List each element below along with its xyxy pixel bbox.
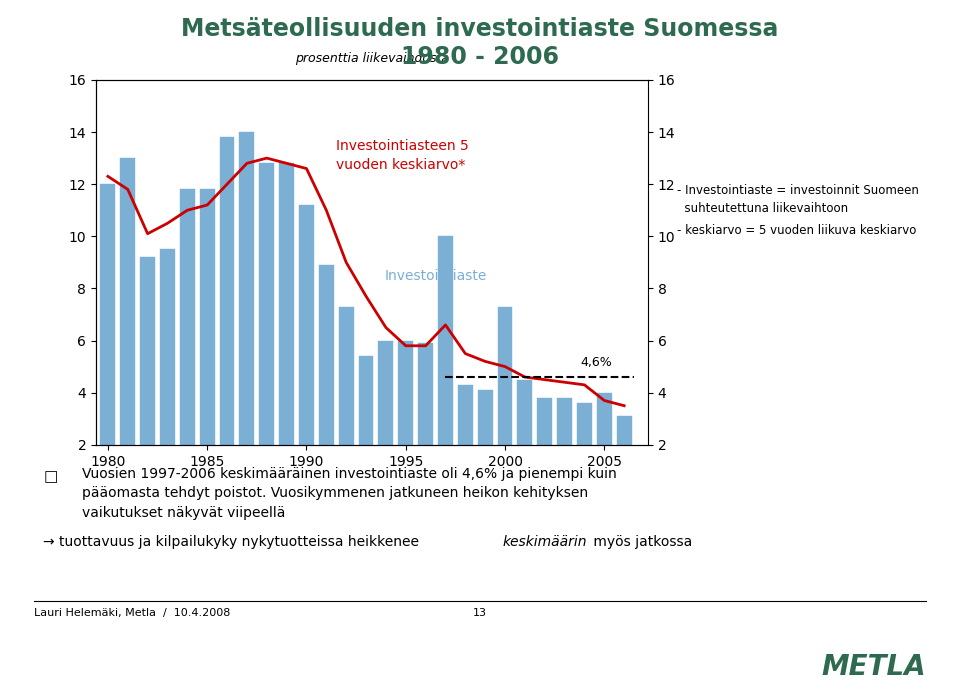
- Bar: [220, 137, 234, 497]
- Bar: [279, 163, 294, 497]
- Bar: [239, 132, 254, 497]
- Text: 13: 13: [473, 608, 487, 618]
- Bar: [538, 398, 552, 497]
- Text: □: □: [43, 469, 58, 484]
- Bar: [200, 189, 215, 497]
- Text: → tuottavuus ja kilpailukyky nykytuotteissa heikkenee: → tuottavuus ja kilpailukyky nykytuottei…: [43, 535, 423, 549]
- Text: Investointiasteen 5: Investointiasteen 5: [336, 139, 469, 153]
- Bar: [140, 257, 156, 497]
- Bar: [339, 306, 353, 497]
- Bar: [438, 236, 453, 497]
- Bar: [597, 393, 612, 497]
- Bar: [577, 403, 592, 497]
- Bar: [259, 163, 275, 497]
- Text: 1980 - 2006: 1980 - 2006: [401, 45, 559, 70]
- Text: vuoden keskiarvo*: vuoden keskiarvo*: [336, 158, 466, 172]
- Bar: [160, 250, 175, 497]
- Text: 4,6%: 4,6%: [581, 357, 612, 369]
- Bar: [616, 416, 632, 497]
- Bar: [101, 184, 115, 497]
- Text: Metsäteollisuuden investointiaste Suomessa: Metsäteollisuuden investointiaste Suomes…: [181, 17, 779, 42]
- Bar: [180, 189, 195, 497]
- Bar: [517, 379, 533, 497]
- Bar: [557, 398, 572, 497]
- Bar: [478, 390, 492, 497]
- Text: suhteutettuna liikevaihtoon: suhteutettuna liikevaihtoon: [677, 202, 848, 215]
- Bar: [419, 343, 433, 497]
- Text: - keskiarvo = 5 vuoden liikuva keskiarvo: - keskiarvo = 5 vuoden liikuva keskiarvo: [677, 224, 916, 237]
- Text: Lauri Helemäki, Metla  /  10.4.2008: Lauri Helemäki, Metla / 10.4.2008: [34, 608, 230, 618]
- Bar: [398, 341, 413, 497]
- Bar: [378, 341, 394, 497]
- Bar: [359, 356, 373, 497]
- Text: Vuosien 1997-2006 keskimääräinen investointiaste oli 4,6% ja pienempi kuin: Vuosien 1997-2006 keskimääräinen investo…: [82, 467, 616, 481]
- Bar: [120, 158, 135, 497]
- Text: METLA: METLA: [822, 653, 926, 681]
- Bar: [299, 205, 314, 497]
- Text: prosenttia liikevaihdosta: prosenttia liikevaihdosta: [295, 52, 449, 65]
- Text: myös jatkossa: myös jatkossa: [589, 535, 693, 549]
- Bar: [497, 306, 513, 497]
- Text: vaikutukset näkyvät viipeellä: vaikutukset näkyvät viipeellä: [82, 506, 285, 520]
- Bar: [319, 265, 334, 497]
- Text: keskimäärin: keskimäärin: [502, 535, 587, 549]
- Text: pääomasta tehdyt poistot. Vuosikymmenen jatkuneen heikon kehityksen: pääomasta tehdyt poistot. Vuosikymmenen …: [82, 486, 588, 500]
- Bar: [458, 385, 472, 497]
- Text: Investointiaste: Investointiaste: [384, 269, 487, 284]
- Text: - Investointiaste = investoinnit Suomeen: - Investointiaste = investoinnit Suomeen: [677, 184, 919, 197]
